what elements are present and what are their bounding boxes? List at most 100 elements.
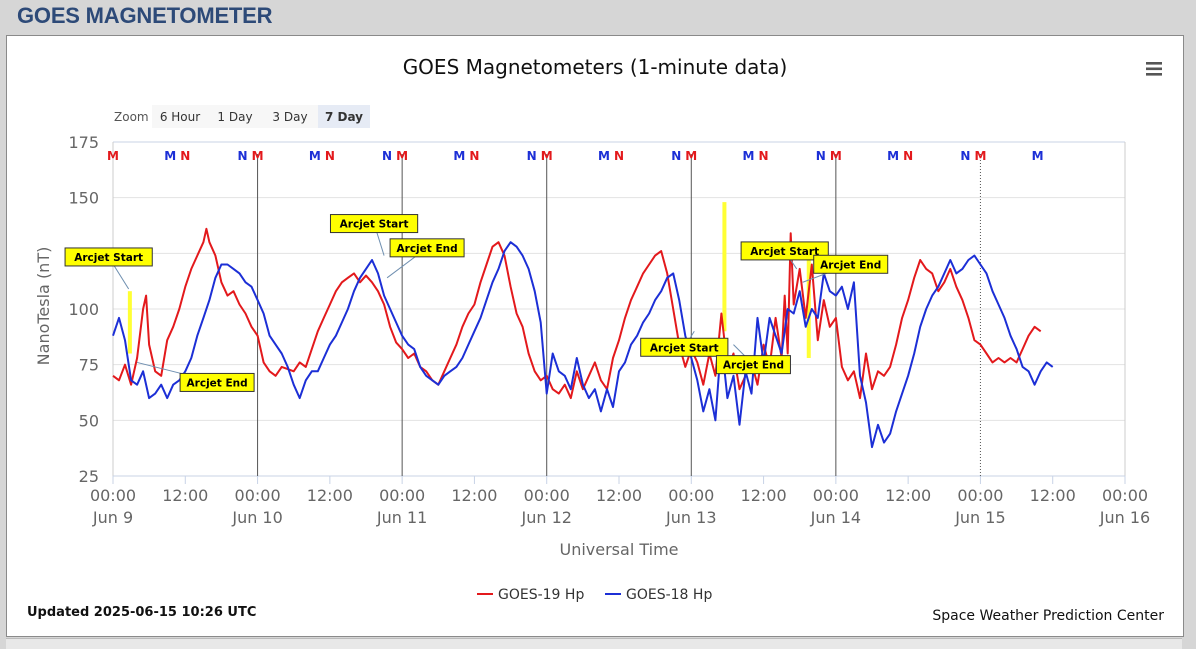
y-tick-label: 25 (79, 467, 99, 486)
y-tick-label: 175 (68, 133, 99, 152)
chart-background (7, 36, 1183, 636)
x-tick-time: 00:00 (235, 486, 281, 505)
arcjet-highlight (722, 202, 727, 332)
mn-marker: M (743, 149, 755, 163)
x-tick-date: Jun 12 (520, 508, 571, 527)
mn-marker: N (382, 149, 392, 163)
zoom-button-bg (208, 105, 262, 128)
zoom-button-bg (262, 105, 318, 128)
zoom-button-label: 6 Hour (160, 110, 200, 124)
zoom-label: Zoom (114, 110, 149, 124)
annotation-label: Arcjet End (187, 377, 248, 389)
annotation-box (715, 355, 791, 375)
mn-marker: M (1032, 149, 1044, 163)
x-tick-time: 12:00 (1030, 486, 1076, 505)
legend: GOES-19 Hp GOES-18 Hp (477, 587, 712, 603)
mn-marker: N (960, 149, 970, 163)
y-tick-label: 50 (79, 411, 99, 430)
mn-marker: N (527, 149, 537, 163)
annotation-box (179, 372, 255, 392)
x-tick-time: 00:00 (668, 486, 714, 505)
annotation-box (813, 254, 889, 274)
annotation-label: Arcjet End (723, 360, 784, 372)
mn-marker: M (309, 149, 321, 163)
annotation-callout: Arcjet Start (64, 247, 153, 290)
series-line-goes-18-hp (112, 241, 1054, 449)
mn-marker: M (541, 149, 553, 163)
x-tick-time: 00:00 (90, 486, 136, 505)
page-title: GOES MAGNETOMETER (17, 3, 273, 28)
page-header: GOES MAGNETOMETER (0, 0, 1196, 34)
mn-marker: M (887, 149, 899, 163)
mn-marker: M (598, 149, 610, 163)
y-tick-label: 150 (68, 189, 99, 208)
x-tick-time: 12:00 (596, 486, 642, 505)
annotation-box (640, 337, 729, 357)
mn-marker: N (237, 149, 247, 163)
annotation-box (329, 214, 419, 234)
legend-item-goes-18-hp[interactable]: GOES-18 Hp (605, 587, 712, 603)
x-tick-date: Jun 15 (954, 508, 1005, 527)
x-tick-time: 00:00 (379, 486, 425, 505)
mn-marker: M (685, 149, 697, 163)
series-line-goes-19-hp (112, 227, 1042, 400)
annotation-callout: Arcjet End (386, 238, 465, 279)
annotation-label: Arcjet Start (74, 252, 143, 264)
zoom-button-bg (318, 105, 370, 128)
y-tick-label: 100 (68, 300, 99, 319)
annotation-callout: Arcjet Start (329, 214, 419, 256)
mn-marker: M (164, 149, 176, 163)
chart-panel: GOES Magnetometers (1-minute data) Zoom … (6, 35, 1184, 637)
annotation-box (389, 238, 465, 258)
legend-label: GOES-19 Hp (498, 587, 584, 603)
x-tick-time: 00:00 (524, 486, 570, 505)
hamburger-menu-icon[interactable] (1143, 59, 1165, 81)
mn-marker: N (614, 149, 624, 163)
annotation-label: Arcjet End (820, 259, 881, 271)
magnetometer-chart: GOES Magnetometers (1-minute data) Zoom … (7, 36, 1183, 636)
x-tick-time: 12:00 (307, 486, 353, 505)
mn-marker: N (325, 149, 335, 163)
mn-marker: M (453, 149, 465, 163)
mn-marker: M (107, 149, 119, 163)
zoom-button-6-hour[interactable]: 6 Hour (152, 105, 208, 128)
x-tick-date: Jun 11 (376, 508, 427, 527)
mn-marker: N (816, 149, 826, 163)
zoom-button-label: 1 Day (217, 110, 252, 124)
x-tick-date: Jun 14 (810, 508, 861, 527)
bottom-strip (6, 638, 1182, 649)
annotation-label: Arcjet Start (750, 246, 819, 258)
zoom-button-1-day[interactable]: 1 Day (208, 105, 262, 128)
y-tick-label: 75 (79, 356, 99, 375)
x-tick-date: Jun 13 (665, 508, 716, 527)
annotation-label: Arcjet Start (340, 219, 409, 231)
x-tick-time: 00:00 (957, 486, 1003, 505)
mn-marker: N (469, 149, 479, 163)
x-tick-time: 00:00 (1102, 486, 1148, 505)
zoom-button-bg (152, 105, 208, 128)
zoom-button-3-day[interactable]: 3 Day (262, 105, 318, 128)
zoom-button-7-day[interactable]: 7 Day (318, 105, 370, 128)
credit-text: Space Weather Prediction Center (932, 608, 1164, 624)
mn-marker: N (759, 149, 769, 163)
arcjet-highlights (127, 202, 811, 358)
x-tick-time: 12:00 (451, 486, 497, 505)
y-axis-title: NanoTesla (nT) (34, 247, 53, 366)
zoom-buttons: 6 Hour 1 Day 3 Day 7 Day (152, 105, 370, 128)
legend-item-goes-19-hp[interactable]: GOES-19 Hp (477, 587, 584, 603)
series-group (112, 227, 1054, 449)
x-tick-time: 00:00 (813, 486, 859, 505)
day-lines (257, 154, 981, 476)
x-tick-date: Jun 9 (92, 508, 133, 527)
x-tick-date: Jun 10 (231, 508, 282, 527)
x-axis: 00:00 Jun 9 12:00 00:00 Jun 10 12:00 00:00 Jun … (90, 476, 1150, 527)
annotation-label: Arcjet End (397, 243, 458, 255)
annotation-callout: Arcjet End (802, 254, 889, 283)
x-tick-time: 12:00 (162, 486, 208, 505)
chart-title: GOES Magnetometers (1-minute data) (403, 55, 788, 79)
zoom-button-label: 3 Day (272, 110, 307, 124)
annotation-box (740, 241, 829, 261)
updated-timestamp: Updated 2025-06-15 10:26 UTC (27, 605, 256, 620)
annotation-box (64, 247, 153, 267)
